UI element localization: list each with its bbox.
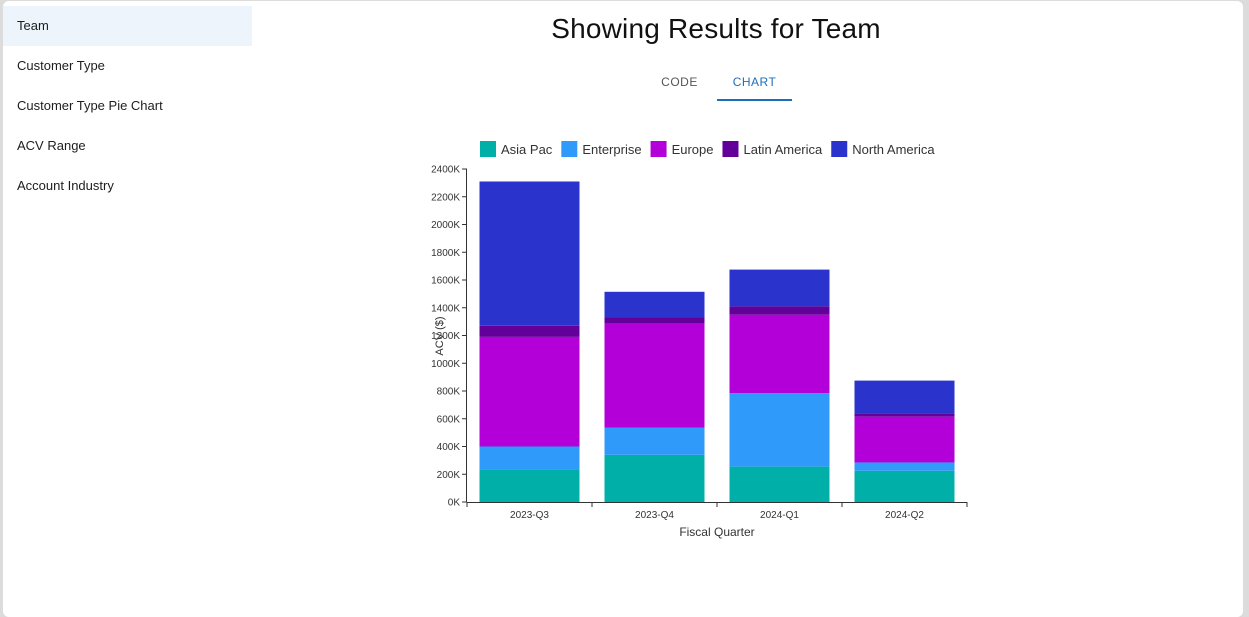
bar-2024-q2-enterprise[interactable]	[854, 462, 955, 471]
x-axis-title: Fiscal Quarter	[679, 525, 754, 539]
legend-label: Enterprise	[582, 142, 641, 157]
bar-2023-q3-europe[interactable]	[479, 336, 580, 447]
bar-2023-q3-asia-pac[interactable]	[479, 469, 580, 502]
bar-2024-q2-asia-pac[interactable]	[854, 470, 955, 502]
y-tick-label: 1000K	[431, 359, 460, 370]
bar-2024-q1-asia-pac[interactable]	[729, 466, 830, 502]
y-tick-label: 400K	[437, 442, 461, 453]
bar-2023-q3-latin-america[interactable]	[479, 325, 580, 337]
legend-swatch	[722, 141, 739, 157]
legend-item-europe: Europe	[650, 141, 714, 157]
legend-swatch	[831, 141, 848, 157]
y-tick-label: 2400K	[431, 165, 460, 176]
y-tick-label: 2000K	[431, 220, 460, 231]
legend-swatch	[480, 141, 496, 157]
page-title: Showing Results for Team	[551, 13, 881, 44]
tab-code[interactable]: CODE	[661, 75, 698, 89]
legend-item-enterprise: Enterprise	[561, 141, 642, 157]
legend-item-asia-pac: Asia Pac	[480, 141, 553, 157]
legend-swatch	[561, 141, 578, 157]
y-tick-label: 800K	[437, 387, 461, 398]
sidebar-item-team[interactable]: Team	[3, 6, 252, 46]
bar-2024-q1-enterprise[interactable]	[729, 393, 830, 467]
app-window: Team Customer Type Customer Type Pie Chart…	[3, 1, 1243, 617]
legend-swatch	[650, 141, 667, 157]
x-tick-label: 2023-Q4	[635, 510, 674, 521]
bar-2023-q4-asia-pac[interactable]	[604, 454, 705, 502]
sidebar: Team Customer Type Customer Type Pie Chart…	[3, 6, 252, 206]
legend-label: Europe	[672, 142, 714, 157]
sidebar-item-customer-type-pie-chart[interactable]: Customer Type Pie Chart	[17, 98, 163, 113]
y-tick-label: 2200K	[431, 192, 460, 203]
y-tick-label: 1400K	[431, 303, 460, 314]
bar-2024-q2-latin-america[interactable]	[854, 413, 955, 417]
y-tick-label: 200K	[437, 470, 461, 481]
y-tick-label: 1200K	[431, 331, 460, 342]
legend-item-latin-america: Latin America	[722, 141, 823, 157]
sidebar-item-account-industry[interactable]: Account Industry	[17, 178, 114, 193]
y-tick-label: 1800K	[431, 248, 460, 259]
bar-2023-q3-enterprise[interactable]	[479, 446, 580, 470]
bar-2024-q1-north-america[interactable]	[729, 269, 830, 307]
bar-2023-q4-enterprise[interactable]	[604, 427, 705, 455]
bar-2024-q1-europe[interactable]	[729, 314, 830, 394]
y-tick-label: 600K	[437, 414, 461, 425]
x-tick-label: 2023-Q3	[510, 510, 549, 521]
sidebar-item-customer-type[interactable]: Customer Type	[17, 58, 105, 73]
y-axis-title: ACV ($)	[434, 316, 446, 355]
bar-2023-q4-north-america[interactable]	[604, 291, 705, 318]
bar-2023-q4-latin-america[interactable]	[604, 317, 705, 324]
sidebar-item-acv-range[interactable]: ACV Range	[17, 138, 86, 153]
bar-2023-q4-europe[interactable]	[604, 323, 705, 428]
tab-chart[interactable]: CHART	[717, 65, 792, 101]
legend-item-north-america: North America	[831, 141, 935, 157]
view-tabs: CODE CHART	[642, 65, 792, 101]
bar-2023-q3-north-america[interactable]	[479, 181, 580, 326]
y-tick-label: 1600K	[431, 276, 460, 287]
x-tick-label: 2024-Q1	[760, 510, 799, 521]
bar-2024-q1-latin-america[interactable]	[729, 306, 830, 315]
y-tick-label: 0K	[448, 498, 461, 509]
legend-label: Asia Pac	[501, 142, 553, 157]
bar-2024-q2-north-america[interactable]	[854, 380, 955, 414]
bar-2024-q2-europe[interactable]	[854, 416, 955, 463]
legend-label: Latin America	[743, 142, 823, 157]
x-tick-label: 2024-Q2	[885, 510, 924, 521]
legend-label: North America	[852, 142, 935, 157]
